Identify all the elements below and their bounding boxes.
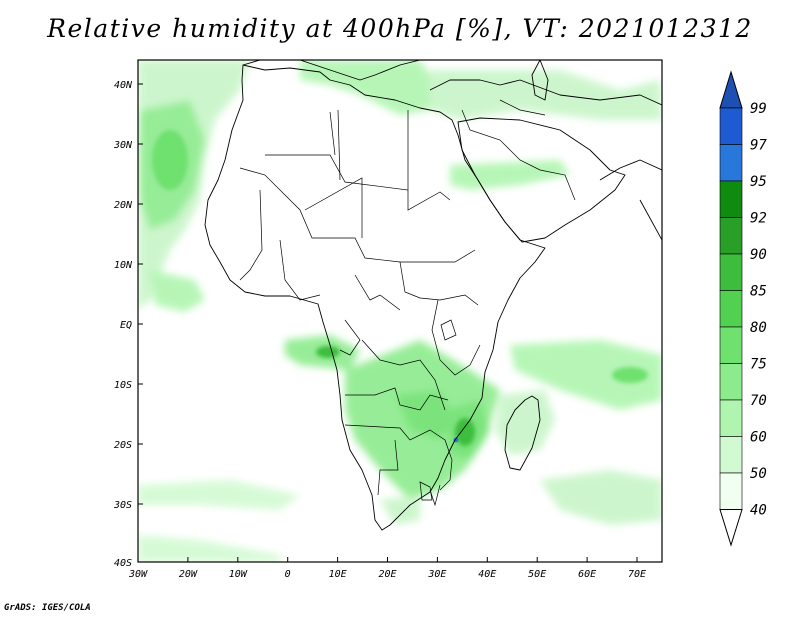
humidity-patch-south-atlantic xyxy=(138,480,300,510)
y-tick-label: 10N xyxy=(114,260,133,271)
colorbar-label: 70 xyxy=(750,393,767,409)
humidity-core-congo xyxy=(316,346,340,358)
colorbar-label: 40 xyxy=(750,503,767,519)
humidity-patch-indian-ocean-east xyxy=(510,340,662,410)
map-title: Relative humidity at 400hPa [%], VT: 202… xyxy=(47,14,753,43)
y-tick-label: 40N xyxy=(114,80,133,91)
colorbar-label: 80 xyxy=(750,320,767,336)
x-tick-label: 0 xyxy=(285,569,291,580)
colorbar-swatch xyxy=(719,472,743,510)
caspian-coastline xyxy=(531,60,549,101)
colorbar-label: 92 xyxy=(750,211,767,227)
colorbar-label: 75 xyxy=(750,357,767,373)
humidity-patch-southwest xyxy=(138,535,280,562)
y-tick-label: 30S xyxy=(113,500,132,511)
grads-credit: GrADS: IGES/COLA xyxy=(4,603,91,613)
y-tick-label: 40S xyxy=(114,558,132,569)
humidity-core-west xyxy=(152,130,188,190)
colorbar-swatch xyxy=(719,399,743,437)
country-borders xyxy=(239,99,576,507)
x-tick-label: 70E xyxy=(628,569,646,580)
colorbar-label: 95 xyxy=(750,174,767,190)
x-tick-label: 10W xyxy=(229,569,248,580)
europe-coastline xyxy=(242,60,662,106)
plot-frame xyxy=(137,59,663,563)
x-axis: 30W 20W 10W 0 10E 20E 30E 40E 50E 60E 70… xyxy=(128,557,646,580)
colorbar-swatch xyxy=(719,107,743,145)
x-tick-label: 40E xyxy=(478,569,496,580)
x-tick-label: 10E xyxy=(329,569,347,580)
colorbar-top-arrow xyxy=(719,70,743,109)
y-tick-label: 10S xyxy=(114,380,132,391)
humidity-patch-zambia-core xyxy=(395,390,455,440)
humidity-field xyxy=(138,60,662,562)
x-tick-label: 50E xyxy=(528,569,546,580)
y-tick-label: 20N xyxy=(114,200,133,211)
humidity-core-indian xyxy=(612,367,648,383)
colorbar-swatch xyxy=(719,253,743,291)
x-tick-label: 30E xyxy=(427,569,446,580)
y-tick-label: EQ xyxy=(120,320,132,331)
asia-coastline xyxy=(599,159,662,241)
y-axis: 40N 30N 20N 10N EQ 10S 20S 30S 40S xyxy=(113,80,143,569)
humidity-patch-madagascar xyxy=(495,390,555,455)
colorbar-label: 60 xyxy=(750,430,767,446)
madagascar-coastline xyxy=(504,395,541,471)
colorbar-swatch xyxy=(719,144,743,182)
coastlines xyxy=(204,60,662,531)
y-tick-label: 30N xyxy=(113,140,133,151)
colorbar-label: 90 xyxy=(750,247,767,263)
humidity-patch-mediterranean xyxy=(300,60,440,115)
colorbar-label: 97 xyxy=(750,138,767,154)
x-tick-label: 20E xyxy=(378,569,396,580)
arabia-coastline xyxy=(457,117,626,243)
colorbar-swatch xyxy=(719,290,743,328)
colorbar-swatch xyxy=(719,326,743,364)
humidity-patch-cape xyxy=(380,495,420,525)
colorbar-label: 50 xyxy=(750,466,767,482)
humidity-patch-south-indian xyxy=(540,470,662,525)
colorbar-bottom-arrow xyxy=(719,509,743,547)
x-tick-label: 30W xyxy=(128,569,148,580)
colorbar-swatch xyxy=(719,180,743,218)
colorbar-label: 99 xyxy=(750,101,767,117)
colorbar-swatch xyxy=(719,217,743,255)
x-tick-label: 60E xyxy=(578,569,596,580)
colorbar-swatch xyxy=(719,363,743,401)
colorbar-swatch xyxy=(719,436,743,474)
humidity-core-mozambique xyxy=(455,418,475,446)
humidity-patch-west-atlantic xyxy=(150,270,205,312)
colorbar-label: 85 xyxy=(750,284,767,300)
colorbar: 99 97 95 92 90 85 80 75 70 60 50 40 xyxy=(719,70,767,547)
x-tick-label: 20W xyxy=(179,569,198,580)
y-tick-label: 20S xyxy=(114,440,132,451)
africa-coastline xyxy=(204,64,546,531)
